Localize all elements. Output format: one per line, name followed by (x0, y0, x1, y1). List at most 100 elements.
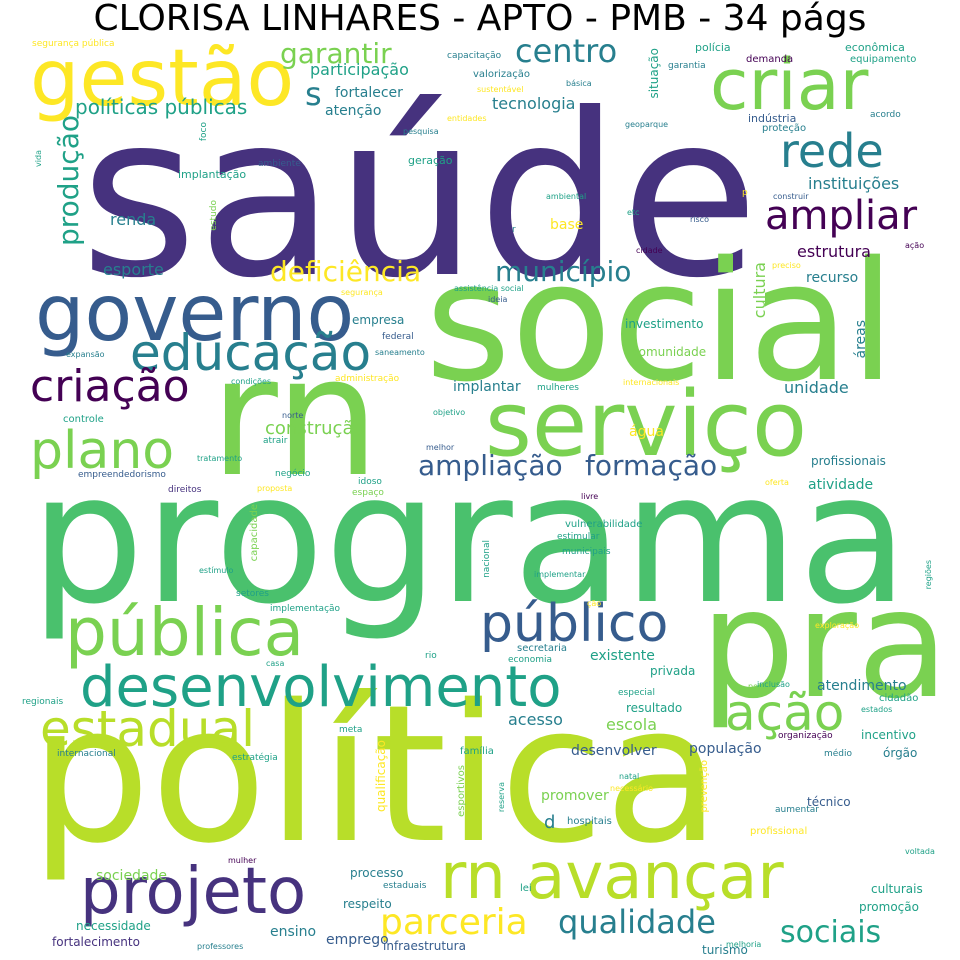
cloud-word: garantir (280, 37, 392, 70)
cloud-word: regiões (924, 560, 933, 590)
cloud-word: promoção (859, 900, 919, 914)
cloud-word: atenção (325, 103, 382, 119)
cloud-word: acordo (870, 110, 901, 120)
cloud-word: escola (606, 715, 658, 734)
cloud-word: s (305, 75, 322, 113)
cloud-word: ambiental (546, 192, 587, 201)
cloud-word: condições (231, 377, 272, 386)
cloud-word: rio (425, 651, 437, 661)
cloud-word: entidades (447, 114, 487, 123)
cloud-word: implementação (270, 604, 341, 614)
cloud-word: desenvolvimento (80, 655, 562, 720)
cloud-word: implementar (534, 570, 586, 579)
cloud-word: profissional (750, 826, 808, 837)
cloud-word: segurança pública (32, 39, 115, 49)
cloud-word: resultado (626, 701, 683, 715)
cloud-word: mulher (228, 856, 257, 865)
cloud-word: proteção (762, 123, 807, 134)
cloud-word: ação (725, 684, 845, 742)
cloud-word: atrair (263, 436, 288, 446)
cloud-word: esportivos (456, 765, 467, 817)
cloud-word: organização (778, 731, 833, 741)
cloud-word: livre (581, 492, 599, 501)
cloud-word: professores (197, 942, 244, 951)
cloud-word: base (550, 217, 584, 233)
cloud-word: município (495, 255, 632, 288)
cloud-word: prevenção (699, 760, 710, 813)
cloud-word: projeto (80, 855, 307, 929)
cloud-word: ensino (270, 924, 317, 940)
cloud-word: ambiente (258, 159, 301, 169)
cloud-word: setores (236, 589, 269, 599)
cloud-word: geoparque (625, 120, 669, 129)
cloud-word: ampliação (418, 449, 563, 482)
cloud-word: comunidade (632, 345, 707, 359)
cloud-word: estados (861, 705, 893, 714)
cloud-word: ampliar (765, 193, 918, 239)
cloud-word: espaço (352, 488, 384, 498)
cloud-word: construção (265, 418, 365, 439)
cloud-word: proposta (257, 484, 293, 493)
cloud-word: melhor (426, 443, 455, 452)
cloud-word: tratamento (197, 454, 243, 463)
cloud-word: implantação (178, 168, 247, 181)
cloud-word: implantar (453, 379, 521, 395)
cloud-word: emprego (326, 932, 389, 948)
cloud-word: política (30, 664, 721, 885)
cloud-word: rede (780, 124, 884, 178)
cloud-word: culturais (871, 882, 923, 896)
cloud-word: água (629, 424, 664, 440)
cloud-word: plano (30, 421, 175, 481)
cloud-word: aumentar (775, 805, 819, 815)
cloud-word: sociais (780, 915, 882, 950)
cloud-word: cultura (750, 262, 769, 319)
cloud-word: criar (710, 44, 869, 126)
cloud-word: internacional (57, 749, 116, 759)
cloud-word: áreas (853, 320, 869, 359)
cloud-word: melhoria (726, 940, 762, 949)
cloud-word: fortalecer (335, 85, 403, 101)
cloud-word: assistência social (454, 284, 524, 293)
cloud-word: pública (65, 594, 305, 671)
cloud-word: esporte (103, 260, 164, 279)
cloud-word: polo (748, 682, 766, 691)
cloud-word: capacitação (447, 51, 502, 61)
cloud-word: processo (350, 866, 404, 880)
cloud-word: estadual (40, 700, 256, 758)
cloud-word: promover (541, 788, 609, 804)
cloud-word: tecnologia (492, 94, 576, 113)
cloud-word: garantia (668, 61, 706, 71)
cloud-word: sociedade (96, 868, 168, 884)
cloud-word: vida (34, 150, 43, 167)
cloud-word: preciso (772, 261, 801, 270)
cloud-word: renda (110, 210, 157, 229)
cloud-word: nacional (482, 540, 492, 578)
cloud-word: infraestrutura (383, 939, 466, 953)
cloud-word: qualidade (558, 903, 716, 941)
cloud-word: internacionais (623, 378, 680, 387)
cloud-word: ideia (488, 295, 508, 304)
cloud-word: negócio (275, 469, 311, 479)
cloud-word: polícia (695, 41, 731, 54)
cloud-word: valorização (473, 69, 530, 80)
cloud-word: órgão (883, 746, 918, 760)
cloud-word: capacidade (249, 504, 260, 562)
cloud-word: estaduais (383, 881, 427, 891)
cloud-word: equipamento (850, 54, 917, 65)
cloud-word: investimento (625, 317, 704, 331)
cloud-word: atendimento (817, 678, 907, 694)
cloud-word: casa (266, 659, 285, 668)
cloud-word: demanda (746, 54, 794, 65)
cloud-word: expansão (66, 350, 105, 359)
cloud-word: estudo (209, 200, 219, 231)
cloud-word: participação (310, 60, 409, 79)
cloud-word: população (689, 741, 762, 757)
cloud-word: necessário (610, 784, 653, 793)
cloud-word: rn avançar (440, 840, 784, 914)
cloud-word: sustentável (477, 85, 524, 94)
cloud-word: construir (773, 192, 809, 201)
cloud-word: etc (627, 208, 640, 217)
cloud-word: econômica (845, 41, 905, 54)
cloud-word: necessidade (76, 919, 151, 933)
